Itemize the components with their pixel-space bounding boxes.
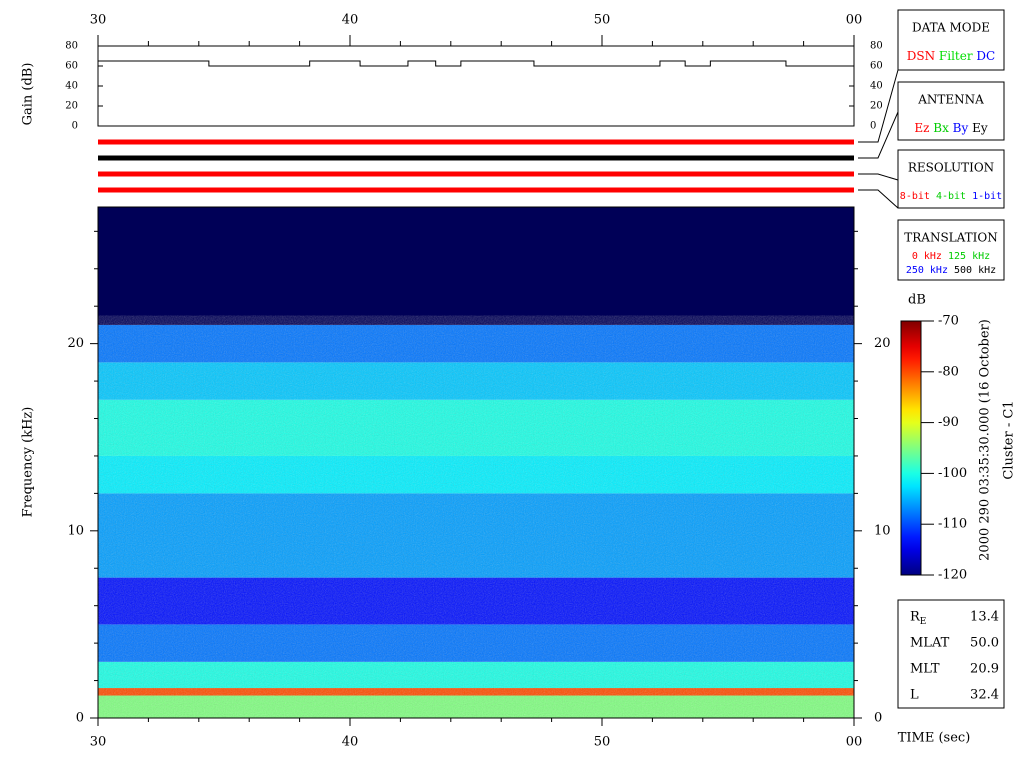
param-value: 50.0 [970,636,999,651]
panel-item: 125 kHz [948,251,990,262]
panel-item: DSN [907,49,935,63]
x-tick-label: 00 [846,13,863,28]
param-label: L [910,688,919,703]
y-tick-label: 0 [72,121,78,132]
x-tick-label: 40 [342,735,359,750]
y-tick-label: 20 [67,336,84,351]
colorbar-tick-label: -80 [938,364,959,379]
panel-item: Ey [972,121,988,135]
panel-items: 0 kHz 125 kHz [912,251,990,262]
colorbar-tick-label: -110 [938,517,967,532]
panel-box [897,219,1005,281]
panel-box [897,149,1005,209]
panel-item: Filter [939,49,973,63]
panel-item: 4-bit [936,191,966,202]
param-label: MLT [910,662,940,677]
panel-title: TRANSLATION [904,231,998,245]
y-tick-label: 20 [65,101,78,112]
panel-box [897,81,1005,141]
y-tick-label-right: 80 [870,41,883,52]
band [98,207,854,325]
y-tick-label: 60 [65,61,78,72]
panel-item: 8-bit [900,191,930,202]
param-value: 20.9 [970,662,999,677]
y-tick-label-right: 20 [874,336,891,351]
colorbar-tick-label: -120 [938,568,967,583]
y-tick-label: 10 [67,523,84,538]
y-tick-label-right: 60 [870,61,883,72]
x-tick-label: 50 [594,735,611,750]
panel-item: 500 kHz [954,265,996,276]
panel-item: DC [976,49,995,63]
panel-item: 250 kHz [906,265,948,276]
colorbar-tick-label: -90 [938,415,959,430]
y-tick-label-right: 20 [870,101,883,112]
x-tick-label: 30 [90,13,107,28]
date-label: 2000 290 03:35:30.000 (16 October) [978,319,993,561]
y-tick-label-right: 0 [870,121,876,132]
panel-item: By [953,121,969,135]
param-value: 32.4 [970,688,999,703]
gain-label: Gain (dB) [21,63,36,126]
x-tick-label: 50 [594,13,611,28]
panel-item: Ez [914,121,929,135]
param-sub: E [920,617,927,627]
y-tick-label: 80 [65,41,78,52]
panel-item: Bx [933,121,949,135]
y-tick-label: 40 [65,81,78,92]
colorbar-tick-label: -70 [938,314,959,329]
panel-items: 250 kHz 500 kHz [906,265,996,276]
panel-item: 0 kHz [912,251,942,262]
gain-line [98,60,854,67]
params-box [897,599,1005,709]
plot-frame [97,206,855,719]
y-tick-label-right: 10 [874,523,891,538]
y-tick-label-right: 40 [870,81,883,92]
x-tick-label: 30 [90,735,107,750]
y-tick-label-right: 0 [874,711,882,726]
panel-title: DATA MODE [912,21,990,35]
connectors [858,69,899,209]
panel-title: ANTENNA [917,93,984,107]
param-value: 13.4 [970,610,999,625]
x-tick-label: 00 [846,735,863,750]
noise-texture [98,315,854,718]
spacecraft-label: Cluster - C1 [1002,400,1017,479]
colorbar-tick-label: -100 [938,466,967,481]
panel-title: RESOLUTION [908,161,994,175]
panel-item: 1-bit [972,191,1002,202]
panel-items: DSN Filter DC [907,49,995,63]
panel-box [897,9,1005,71]
panel-items: 8-bit 4-bit 1-bit [900,191,1002,202]
colorbar-label: dB [908,293,926,308]
colorbar [900,320,922,576]
param-label: MLAT [910,636,950,651]
plot-frame [97,45,855,127]
freq-label: Frequency (kHz) [21,407,36,518]
panel-items: Ez Bx By Ey [914,121,988,135]
y-tick-label: 0 [76,711,84,726]
x-tick-label: 40 [342,13,359,28]
x-label: TIME (sec) [898,731,971,746]
